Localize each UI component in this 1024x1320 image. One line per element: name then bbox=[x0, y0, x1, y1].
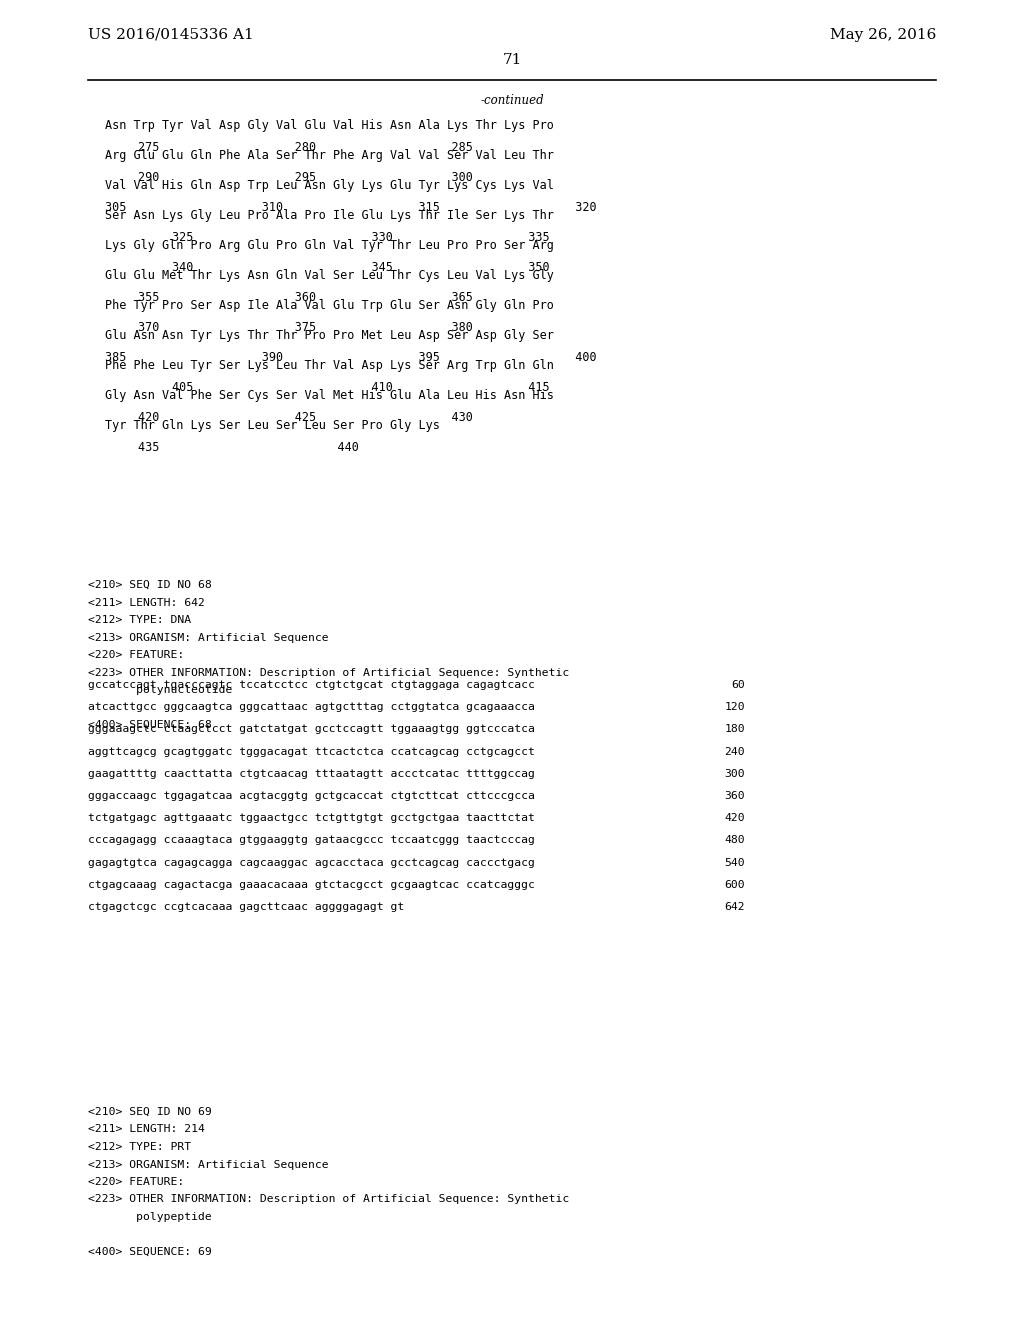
Text: Glu Glu Met Thr Lys Asn Gln Val Ser Leu Thr Cys Leu Val Lys Gly: Glu Glu Met Thr Lys Asn Gln Val Ser Leu … bbox=[105, 268, 554, 281]
Text: 290                   295                   300: 290 295 300 bbox=[138, 170, 473, 183]
Text: 435                         440: 435 440 bbox=[138, 441, 358, 454]
Text: <220> FEATURE:: <220> FEATURE: bbox=[88, 1177, 184, 1187]
Text: 540: 540 bbox=[724, 858, 745, 867]
Text: 405                         410                   415: 405 410 415 bbox=[172, 380, 550, 393]
Text: <223> OTHER INFORMATION: Description of Artificial Sequence: Synthetic: <223> OTHER INFORMATION: Description of … bbox=[88, 1195, 569, 1204]
Text: gaagattttg caacttatta ctgtcaacag tttaatagtt accctcatac ttttggccag: gaagattttg caacttatta ctgtcaacag tttaata… bbox=[88, 768, 535, 779]
Text: 420: 420 bbox=[724, 813, 745, 824]
Text: 305                   310                   315                   320: 305 310 315 320 bbox=[105, 201, 597, 214]
Text: Asn Trp Tyr Val Asp Gly Val Glu Val His Asn Ala Lys Thr Lys Pro: Asn Trp Tyr Val Asp Gly Val Glu Val His … bbox=[105, 119, 554, 132]
Text: polypeptide: polypeptide bbox=[88, 1212, 212, 1222]
Text: 71: 71 bbox=[503, 53, 521, 67]
Text: Ser Asn Lys Gly Leu Pro Ala Pro Ile Glu Lys Thr Ile Ser Lys Thr: Ser Asn Lys Gly Leu Pro Ala Pro Ile Glu … bbox=[105, 209, 554, 222]
Text: Lys Gly Gln Pro Arg Glu Pro Gln Val Tyr Thr Leu Pro Pro Ser Arg: Lys Gly Gln Pro Arg Glu Pro Gln Val Tyr … bbox=[105, 239, 554, 252]
Text: polynucleotide: polynucleotide bbox=[88, 685, 232, 696]
Text: 275                   280                   285: 275 280 285 bbox=[138, 140, 473, 153]
Text: aggttcagcg gcagtggatc tgggacagat ttcactctca ccatcagcag cctgcagcct: aggttcagcg gcagtggatc tgggacagat ttcactc… bbox=[88, 747, 535, 756]
Text: US 2016/0145336 A1: US 2016/0145336 A1 bbox=[88, 28, 254, 42]
Text: tctgatgagc agttgaaatc tggaactgcc tctgttgtgt gcctgctgaa taacttctat: tctgatgagc agttgaaatc tggaactgcc tctgttg… bbox=[88, 813, 535, 824]
Text: 60: 60 bbox=[731, 680, 745, 690]
Text: 600: 600 bbox=[724, 880, 745, 890]
Text: 180: 180 bbox=[724, 725, 745, 734]
Text: 120: 120 bbox=[724, 702, 745, 713]
Text: Tyr Thr Gln Lys Ser Leu Ser Leu Ser Pro Gly Lys: Tyr Thr Gln Lys Ser Leu Ser Leu Ser Pro … bbox=[105, 418, 440, 432]
Text: 420                   425                   430: 420 425 430 bbox=[138, 411, 473, 424]
Text: Glu Asn Asn Tyr Lys Thr Thr Pro Pro Met Leu Asp Ser Asp Gly Ser: Glu Asn Asn Tyr Lys Thr Thr Pro Pro Met … bbox=[105, 329, 554, 342]
Text: cccagagagg ccaaagtaca gtggaaggtg gataacgccc tccaatcggg taactcccag: cccagagagg ccaaagtaca gtggaaggtg gataacg… bbox=[88, 836, 535, 845]
Text: <213> ORGANISM: Artificial Sequence: <213> ORGANISM: Artificial Sequence bbox=[88, 632, 329, 643]
Text: Phe Tyr Pro Ser Asp Ile Ala Val Glu Trp Glu Ser Asn Gly Gln Pro: Phe Tyr Pro Ser Asp Ile Ala Val Glu Trp … bbox=[105, 298, 554, 312]
Text: 325                         330                   335: 325 330 335 bbox=[172, 231, 550, 243]
Text: 360: 360 bbox=[724, 791, 745, 801]
Text: gggaccaagc tggagatcaa acgtacggtg gctgcaccat ctgtcttcat cttcccgcca: gggaccaagc tggagatcaa acgtacggtg gctgcac… bbox=[88, 791, 535, 801]
Text: 300: 300 bbox=[724, 768, 745, 779]
Text: <212> TYPE: PRT: <212> TYPE: PRT bbox=[88, 1142, 191, 1152]
Text: <212> TYPE: DNA: <212> TYPE: DNA bbox=[88, 615, 191, 624]
Text: gccatccagt tgacccagtc tccatcctcc ctgtctgcat ctgtaggaga cagagtcacc: gccatccagt tgacccagtc tccatcctcc ctgtctg… bbox=[88, 680, 535, 690]
Text: Val Val His Gln Asp Trp Leu Asn Gly Lys Glu Tyr Lys Cys Lys Val: Val Val His Gln Asp Trp Leu Asn Gly Lys … bbox=[105, 178, 554, 191]
Text: <213> ORGANISM: Artificial Sequence: <213> ORGANISM: Artificial Sequence bbox=[88, 1159, 329, 1170]
Text: <211> LENGTH: 214: <211> LENGTH: 214 bbox=[88, 1125, 205, 1134]
Text: ctgagctcgc ccgtcacaaa gagcttcaac aggggagagt gt: ctgagctcgc ccgtcacaaa gagcttcaac aggggag… bbox=[88, 902, 404, 912]
Text: <400> SEQUENCE: 68: <400> SEQUENCE: 68 bbox=[88, 719, 212, 730]
Text: <210> SEQ ID NO 69: <210> SEQ ID NO 69 bbox=[88, 1107, 212, 1117]
Text: ctgagcaaag cagactacga gaaacacaaa gtctacgcct gcgaagtcac ccatcagggc: ctgagcaaag cagactacga gaaacacaaa gtctacg… bbox=[88, 880, 535, 890]
Text: 385                   390                   395                   400: 385 390 395 400 bbox=[105, 351, 597, 363]
Text: <223> OTHER INFORMATION: Description of Artificial Sequence: Synthetic: <223> OTHER INFORMATION: Description of … bbox=[88, 668, 569, 677]
Text: 240: 240 bbox=[724, 747, 745, 756]
Text: <220> FEATURE:: <220> FEATURE: bbox=[88, 649, 184, 660]
Text: <211> LENGTH: 642: <211> LENGTH: 642 bbox=[88, 598, 205, 607]
Text: Arg Glu Glu Gln Phe Ala Ser Thr Phe Arg Val Val Ser Val Leu Thr: Arg Glu Glu Gln Phe Ala Ser Thr Phe Arg … bbox=[105, 149, 554, 161]
Text: 642: 642 bbox=[724, 902, 745, 912]
Text: Gly Asn Val Phe Ser Cys Ser Val Met His Glu Ala Leu His Asn His: Gly Asn Val Phe Ser Cys Ser Val Met His … bbox=[105, 388, 554, 401]
Text: Phe Phe Leu Tyr Ser Lys Leu Thr Val Asp Lys Ser Arg Trp Gln Gln: Phe Phe Leu Tyr Ser Lys Leu Thr Val Asp … bbox=[105, 359, 554, 371]
Text: -continued: -continued bbox=[480, 94, 544, 107]
Text: 370                   375                   380: 370 375 380 bbox=[138, 321, 473, 334]
Text: 340                         345                   350: 340 345 350 bbox=[172, 260, 550, 273]
Text: gagagtgtca cagagcagga cagcaaggac agcacctaca gcctcagcag caccctgacg: gagagtgtca cagagcagga cagcaaggac agcacct… bbox=[88, 858, 535, 867]
Text: <400> SEQUENCE: 69: <400> SEQUENCE: 69 bbox=[88, 1247, 212, 1257]
Text: <210> SEQ ID NO 68: <210> SEQ ID NO 68 bbox=[88, 579, 212, 590]
Text: 480: 480 bbox=[724, 836, 745, 845]
Text: gggaaagctc ctaagctcct gatctatgat gcctccagtt tggaaagtgg ggtcccatca: gggaaagctc ctaagctcct gatctatgat gcctcca… bbox=[88, 725, 535, 734]
Text: atcacttgcc gggcaagtca gggcattaac agtgctttag cctggtatca gcagaaacca: atcacttgcc gggcaagtca gggcattaac agtgctt… bbox=[88, 702, 535, 713]
Text: 355                   360                   365: 355 360 365 bbox=[138, 290, 473, 304]
Text: May 26, 2016: May 26, 2016 bbox=[829, 28, 936, 42]
